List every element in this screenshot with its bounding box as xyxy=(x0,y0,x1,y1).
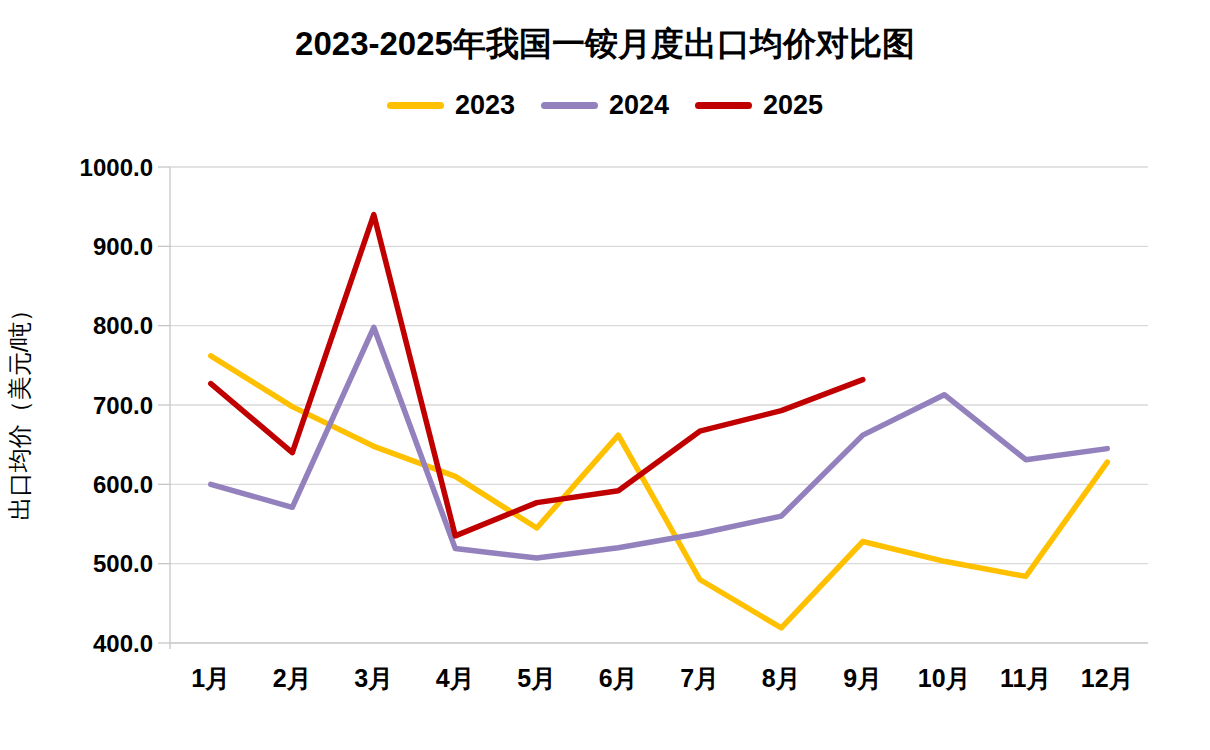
x-tick-label: 7月 xyxy=(680,664,719,692)
x-tick-label: 9月 xyxy=(843,664,882,692)
x-tick-label: 6月 xyxy=(599,664,638,692)
y-tick-label: 400.0 xyxy=(93,630,153,657)
x-tick-label: 4月 xyxy=(436,664,475,692)
y-tick-label: 700.0 xyxy=(93,392,153,419)
x-tick-label: 3月 xyxy=(354,664,393,692)
x-tick-label: 2月 xyxy=(273,664,312,692)
y-tick-label: 1000.0 xyxy=(80,154,153,181)
y-tick-label: 900.0 xyxy=(93,233,153,260)
x-tick-label: 1月 xyxy=(191,664,230,692)
chart-container: 2023-2025年我国一铵月度出口均价对比图 2023 2024 2025 出… xyxy=(0,0,1210,750)
series-line-2024 xyxy=(211,327,1108,558)
plot-area: 400.0 500.0 600.0 700.0 800.0 900.0 1000.0 1月 2月… xyxy=(0,0,1210,750)
x-tick-label: 8月 xyxy=(762,664,801,692)
y-tick-label: 500.0 xyxy=(93,550,153,577)
y-tick-label: 800.0 xyxy=(93,312,153,339)
x-tick-label: 10月 xyxy=(918,664,971,692)
x-tick-label: 5月 xyxy=(517,664,556,692)
x-tick-label: 12月 xyxy=(1081,664,1134,692)
y-tick-label: 600.0 xyxy=(93,471,153,498)
series-line-2025 xyxy=(211,215,863,536)
x-tick-label: 11月 xyxy=(1000,664,1051,692)
